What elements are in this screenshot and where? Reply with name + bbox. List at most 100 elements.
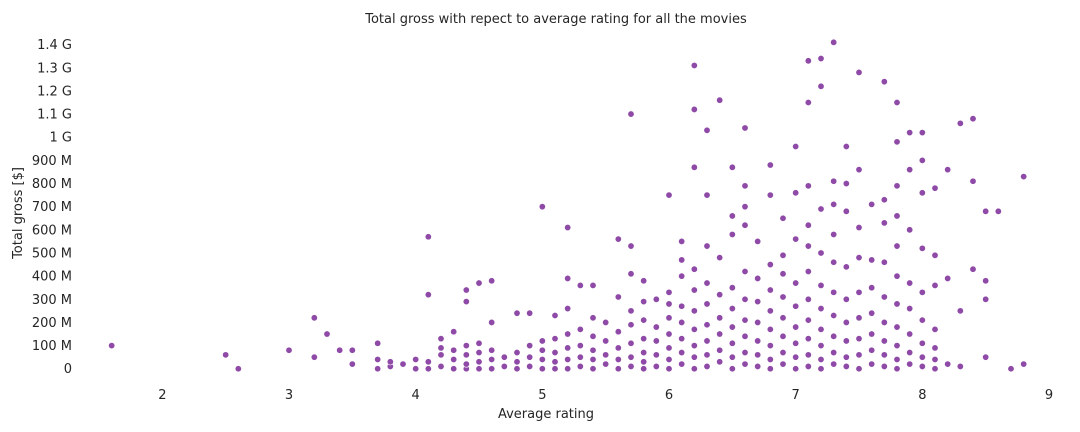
scatter-point bbox=[576, 353, 584, 361]
scatter-point bbox=[893, 242, 901, 250]
scatter-point bbox=[1007, 365, 1015, 373]
scatter-point bbox=[399, 360, 407, 368]
scatter-point bbox=[690, 61, 698, 69]
scatter-point bbox=[830, 177, 838, 185]
scatter-point bbox=[640, 358, 648, 366]
scatter-point bbox=[678, 349, 686, 357]
scatter-point bbox=[792, 353, 800, 361]
scatter-point bbox=[627, 242, 635, 250]
scatter-point bbox=[728, 353, 736, 361]
scatter-point bbox=[880, 196, 888, 204]
scatter-point bbox=[665, 330, 673, 338]
scatter-point bbox=[589, 281, 597, 289]
scatter-point bbox=[526, 309, 534, 317]
scatter-point bbox=[513, 365, 521, 373]
y-tick-label: 1.4 G bbox=[37, 38, 72, 53]
scatter-point bbox=[564, 224, 572, 232]
scatter-point bbox=[893, 272, 901, 280]
scatter-point bbox=[564, 274, 572, 282]
scatter-point bbox=[665, 191, 673, 199]
scatter-point bbox=[982, 277, 990, 285]
scatter-point bbox=[842, 318, 850, 326]
scatter-point bbox=[893, 212, 901, 220]
scatter-point bbox=[728, 339, 736, 347]
y-tick-label: 200 M bbox=[32, 316, 72, 331]
scatter-point bbox=[703, 337, 711, 345]
scatter-point bbox=[804, 99, 812, 107]
y-tick-label: 800 M bbox=[32, 177, 72, 192]
scatter-point bbox=[880, 78, 888, 86]
scatter-point bbox=[728, 284, 736, 292]
scatter-point bbox=[690, 325, 698, 333]
scatter-point bbox=[766, 365, 774, 373]
scatter-point bbox=[754, 318, 762, 326]
scatter-point bbox=[437, 351, 445, 359]
scatter-point bbox=[792, 189, 800, 197]
scatter-point bbox=[893, 182, 901, 190]
scatter-point bbox=[424, 358, 432, 366]
scatter-point bbox=[614, 344, 622, 352]
scatter-point bbox=[348, 360, 356, 368]
scatter-point bbox=[817, 205, 825, 213]
scatter-point bbox=[589, 355, 597, 363]
scatter-point bbox=[627, 339, 635, 347]
scatter-point bbox=[804, 242, 812, 250]
scatter-point bbox=[804, 221, 812, 229]
scatter-point bbox=[817, 342, 825, 350]
scatter-point bbox=[513, 358, 521, 366]
scatter-point bbox=[614, 328, 622, 336]
scatter-point bbox=[348, 346, 356, 354]
scatter-point bbox=[614, 235, 622, 243]
scatter-point bbox=[817, 249, 825, 257]
scatter-point bbox=[678, 256, 686, 264]
scatter-point bbox=[728, 230, 736, 238]
y-tick-label: 0 bbox=[64, 362, 72, 377]
scatter-point bbox=[576, 362, 584, 370]
scatter-point bbox=[640, 298, 648, 306]
scatter-point bbox=[323, 330, 331, 338]
scatter-point bbox=[665, 344, 673, 352]
scatter-point bbox=[450, 328, 458, 336]
scatter-point bbox=[766, 261, 774, 269]
scatter-point bbox=[804, 295, 812, 303]
scatter-point bbox=[640, 316, 648, 324]
scatter-point bbox=[500, 353, 508, 361]
scatter-point bbox=[564, 344, 572, 352]
scatter-point bbox=[741, 349, 749, 357]
scatter-point bbox=[880, 293, 888, 301]
scatter-point bbox=[830, 349, 838, 357]
scatter-point bbox=[690, 342, 698, 350]
scatter-point bbox=[234, 365, 242, 373]
scatter-point bbox=[868, 360, 876, 368]
scatter-point bbox=[475, 358, 483, 366]
scatter-point bbox=[678, 302, 686, 310]
scatter-point bbox=[564, 355, 572, 363]
scatter-point bbox=[906, 129, 914, 137]
scatter-point bbox=[804, 182, 812, 190]
scatter-point bbox=[855, 254, 863, 262]
scatter-point bbox=[627, 270, 635, 278]
scatter-point bbox=[868, 346, 876, 354]
scatter-point bbox=[817, 355, 825, 363]
scatter-point bbox=[830, 311, 838, 319]
scatter-point bbox=[855, 335, 863, 343]
scatter-point bbox=[842, 142, 850, 150]
y-axis-ticks: 0 100 M 200 M 300 M 400 M 500 M 600 M 700 M 800 … bbox=[32, 38, 72, 377]
y-tick-label: 1.3 G bbox=[37, 61, 72, 76]
scatter-point bbox=[931, 251, 939, 259]
scatter-point bbox=[754, 237, 762, 245]
scatter-point bbox=[589, 346, 597, 354]
x-tick-label: 6 bbox=[665, 388, 673, 403]
scatter-point bbox=[766, 307, 774, 315]
y-tick-label: 1.1 G bbox=[37, 108, 72, 123]
x-axis-title: Average rating bbox=[498, 407, 594, 422]
scatter-point bbox=[602, 318, 610, 326]
scatter-point bbox=[462, 360, 470, 368]
scatter-point bbox=[728, 365, 736, 373]
scatter-point bbox=[918, 244, 926, 252]
y-tick-label: 900 M bbox=[32, 154, 72, 169]
scatter-point bbox=[412, 355, 420, 363]
scatter-point bbox=[754, 298, 762, 306]
scatter-point bbox=[310, 353, 318, 361]
x-tick-label: 2 bbox=[158, 388, 166, 403]
